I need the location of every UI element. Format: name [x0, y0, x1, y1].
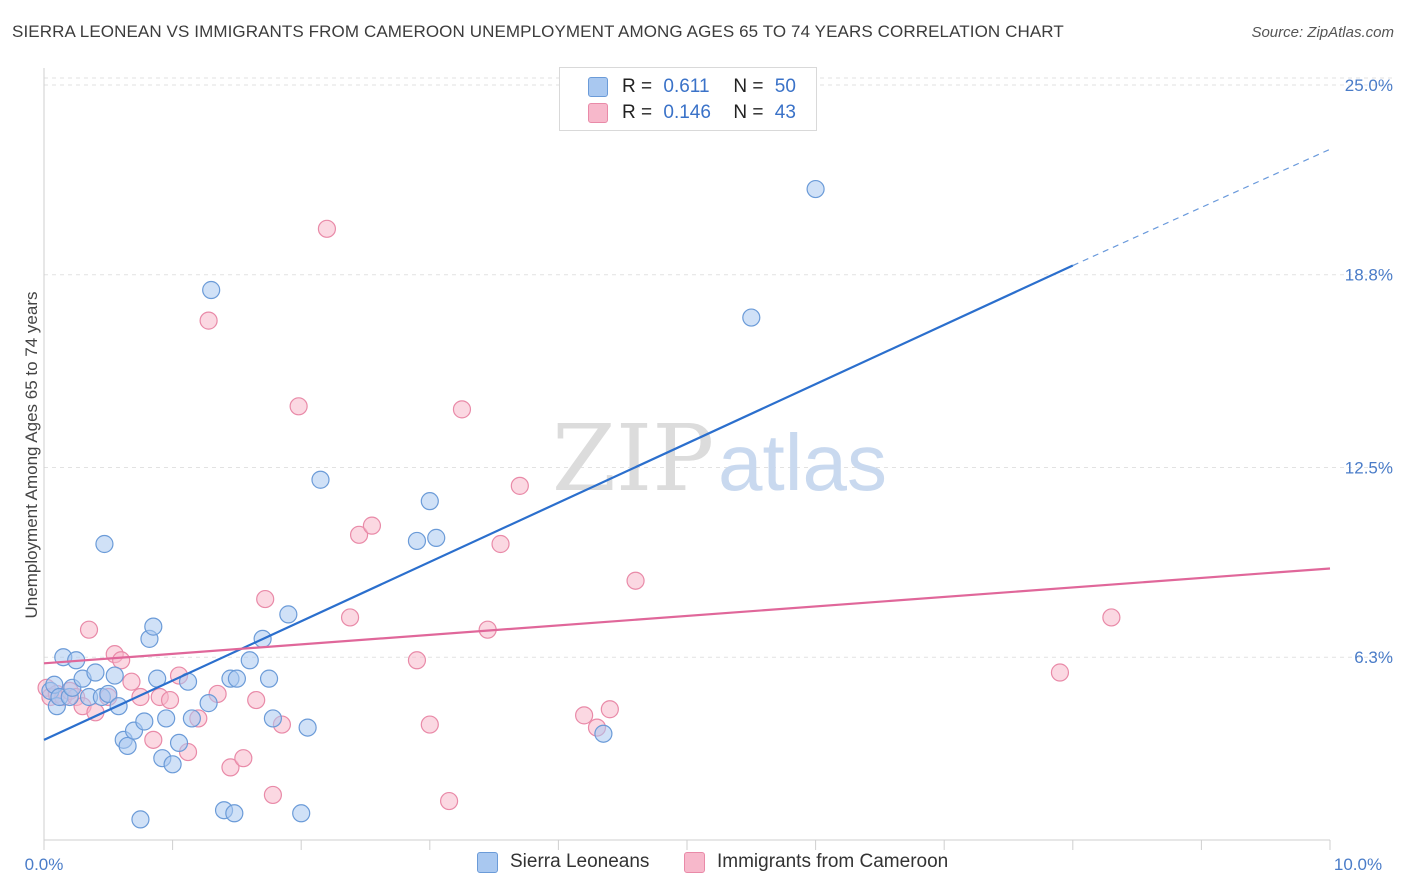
sierra-leonean-point	[163, 755, 182, 774]
cameroon-point	[317, 219, 337, 238]
sierra-leonean-point	[263, 709, 283, 728]
sierra-leonean-point	[259, 669, 279, 688]
cameroon-point	[420, 715, 439, 734]
legend-swatch-blue	[588, 77, 608, 97]
trendline-sierra-leoneans-extension	[1072, 148, 1331, 267]
legend-swatch-pink	[684, 851, 705, 873]
sierra-leonean-point	[279, 605, 298, 624]
sierra-leonean-point	[227, 669, 246, 688]
series-sierra-leonean-points	[41, 179, 825, 829]
watermark: ZIP atlas	[552, 405, 887, 512]
cameroon-point	[144, 730, 163, 749]
sierra-leonean-point	[99, 684, 118, 704]
y-axis-label: Unemployment Among Ages 65 to 74 years	[22, 292, 41, 619]
trendlines	[43, 148, 1331, 741]
sierra-leonean-point	[225, 804, 244, 823]
sierra-leonean-point	[742, 308, 761, 327]
y-tick-label: 25.0%	[1345, 76, 1393, 95]
axes	[43, 68, 1331, 850]
cameroon-point	[122, 672, 141, 691]
legend-row-cameroon: R = 0.146 N = 43	[588, 101, 796, 125]
legend-n-value: 50	[774, 76, 796, 97]
cameroon-point	[349, 525, 369, 544]
cameroon-point	[199, 311, 218, 330]
sierra-leonean-point	[169, 733, 189, 753]
sierra-leonean-point	[86, 663, 105, 682]
legend-n-value: 43	[774, 102, 796, 123]
sierra-leonean-point	[202, 280, 221, 300]
x-tick-labels: 0.0% 10.0%	[25, 855, 1382, 874]
sierra-leonean-point	[292, 804, 311, 823]
legend-label: Sierra Leoneans	[510, 851, 650, 872]
cameroon-point	[256, 589, 275, 609]
cameroon-point	[362, 516, 382, 535]
legend-n-label: N =	[733, 102, 764, 123]
source-label: Source: ZipAtlas.com	[1251, 24, 1394, 41]
sierra-leonean-point	[157, 709, 176, 728]
legend-top: R = 0.611 N = 50 R = 0.146 N = 43	[559, 67, 817, 131]
watermark-atlas: atlas	[718, 418, 887, 507]
legend-bottom: Sierra Leoneans Immigrants from Cameroon	[0, 851, 1406, 877]
sierra-leonean-point	[594, 724, 613, 743]
legend-r-value: 0.611	[663, 76, 710, 97]
cameroon-point	[79, 620, 99, 639]
cameroon-point	[510, 476, 529, 495]
legend-item-sierra-leoneans: Sierra Leoneans	[477, 851, 649, 873]
cameroon-point	[600, 700, 619, 719]
cameroon-point	[340, 608, 360, 627]
cameroon-point	[263, 785, 283, 805]
sierra-leonean-point	[806, 179, 825, 199]
y-tick-label: 18.8%	[1345, 266, 1393, 285]
cameroon-point	[112, 651, 131, 670]
sierra-leonean-point	[427, 528, 446, 547]
cameroon-point	[1050, 663, 1070, 682]
cameroon-point	[1102, 608, 1121, 627]
cameroon-point	[407, 651, 427, 670]
cameroon-point	[160, 690, 180, 710]
sierra-leonean-point	[298, 718, 317, 737]
cameroon-point	[247, 690, 266, 710]
legend-row-sierra-leoneans: R = 0.611 N = 50	[588, 75, 796, 99]
legend-label: Immigrants from Cameroon	[717, 851, 949, 872]
sierra-leonean-point	[144, 617, 163, 636]
cameroon-point	[491, 534, 510, 554]
legend-r-value: 0.146	[663, 102, 711, 123]
sierra-leonean-point	[240, 651, 259, 670]
sierra-leonean-point	[105, 666, 124, 685]
sierra-leonean-point	[95, 534, 114, 554]
cameroon-point	[234, 749, 253, 768]
legend-item-cameroon: Immigrants from Cameroon	[684, 851, 948, 873]
y-tick-labels: 6.3% 12.5% 18.8% 25.0%	[1345, 76, 1393, 667]
sierra-leonean-point	[407, 531, 427, 551]
cameroon-point	[289, 397, 308, 416]
chart-title: SIERRA LEONEAN VS IMMIGRANTS FROM CAMERO…	[12, 22, 1064, 41]
cameroon-point	[221, 758, 240, 777]
y-tick-label: 12.5%	[1345, 459, 1393, 478]
watermark-zip: ZIP	[552, 405, 714, 512]
sierra-leonean-point	[131, 810, 150, 829]
cameroon-point	[439, 791, 459, 811]
cameroon-point	[626, 571, 645, 590]
y-tick-label: 6.3%	[1354, 648, 1393, 667]
sierra-leonean-point	[135, 712, 154, 731]
sierra-leonean-point	[118, 736, 137, 756]
cameroon-point	[452, 400, 472, 419]
grid-lines	[44, 77, 1394, 658]
sierra-leonean-point	[420, 492, 439, 511]
x-tick-label: 10.0%	[1334, 855, 1382, 874]
sierra-leonean-point	[182, 709, 201, 728]
legend-n-label: N =	[733, 76, 764, 97]
x-tick-label: 0.0%	[25, 855, 64, 874]
trendline-sierra-leoneans	[43, 264, 1074, 741]
trendline-cameroon	[43, 567, 1331, 665]
legend-r-label: R =	[622, 76, 653, 97]
cameroon-point	[575, 706, 594, 725]
sierra-leonean-point	[311, 470, 330, 489]
legend-swatch-blue	[477, 851, 498, 873]
legend-swatch-pink	[588, 103, 608, 123]
sierra-leonean-point	[199, 694, 218, 713]
legend-r-label: R =	[622, 102, 653, 123]
